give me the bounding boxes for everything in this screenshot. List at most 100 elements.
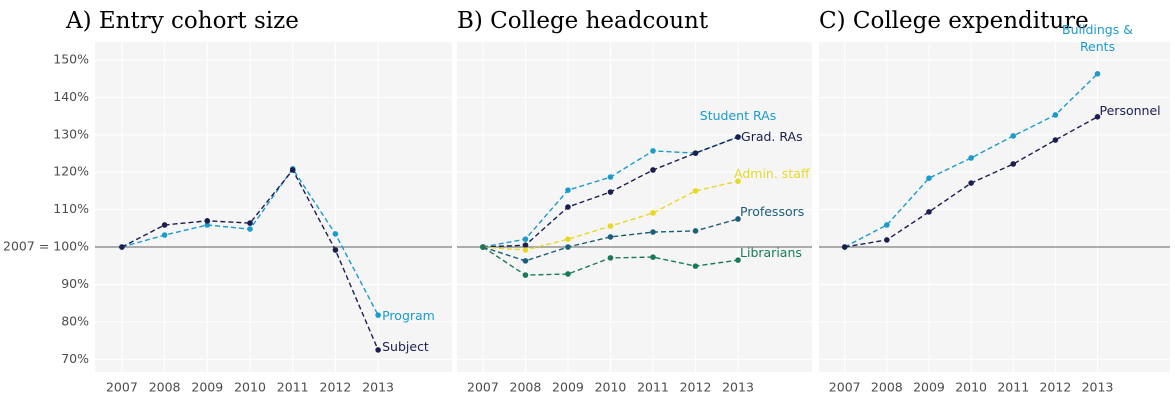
- data-point: [650, 148, 656, 154]
- series-label: Subject: [382, 338, 429, 354]
- x-tick-label: 2013: [722, 380, 754, 395]
- data-point: [565, 204, 571, 210]
- x-tick-label: 2011: [277, 380, 309, 395]
- series-label-box: Professors: [740, 203, 805, 219]
- y-tick-label: 120%: [53, 164, 89, 179]
- series-label: Professors: [740, 203, 805, 219]
- series-label-box: Librarians: [740, 245, 802, 261]
- data-point: [1094, 71, 1101, 77]
- data-point: [841, 244, 848, 250]
- y-tick-label: 110%: [53, 201, 89, 216]
- data-point: [375, 312, 381, 318]
- data-point: [650, 167, 656, 173]
- data-point: [926, 209, 932, 215]
- data-point: [522, 272, 529, 278]
- data-point: [1094, 114, 1101, 120]
- data-point: [607, 234, 614, 240]
- data-point: [607, 174, 614, 180]
- data-point: [692, 188, 699, 194]
- data-point: [161, 232, 168, 238]
- x-tick-label: 2011: [637, 380, 669, 395]
- x-tick-label: 2010: [595, 380, 627, 395]
- x-tick-label: 2007: [106, 380, 138, 395]
- series-label-box: Personnel: [1099, 102, 1161, 118]
- y-tick-label: 2007 = 100%: [3, 239, 89, 254]
- data-point: [650, 254, 656, 260]
- data-point: [332, 231, 339, 237]
- series-label-box: Subject: [382, 338, 429, 354]
- x-tick-label: 2009: [191, 380, 223, 395]
- data-point: [247, 220, 253, 226]
- x-tick-label: 2013: [1082, 380, 1114, 395]
- data-point: [119, 244, 125, 250]
- data-point: [650, 229, 656, 235]
- series-label: Student RAs: [699, 108, 777, 124]
- x-tick-label: 2009: [913, 380, 945, 395]
- data-point: [565, 244, 571, 250]
- data-point: [565, 271, 571, 277]
- data-point: [247, 226, 253, 232]
- x-tick-label: 2008: [871, 380, 903, 395]
- data-point: [607, 189, 614, 195]
- series-label: Personnel: [1099, 102, 1161, 118]
- data-point: [884, 222, 890, 228]
- data-point: [522, 247, 529, 253]
- data-point: [289, 167, 296, 173]
- data-point: [926, 175, 932, 181]
- y-tick-label: 80%: [61, 313, 89, 328]
- x-tick-label: 2007: [829, 380, 861, 395]
- data-point: [968, 155, 974, 161]
- series-label: Librarians: [740, 245, 802, 261]
- y-tick-label: 70%: [61, 351, 89, 366]
- data-point: [1010, 161, 1017, 167]
- x-tick-label: 2008: [510, 380, 542, 395]
- data-point: [522, 236, 529, 242]
- data-point: [1052, 112, 1059, 118]
- data-point: [522, 258, 529, 264]
- data-point: [375, 347, 381, 353]
- data-point: [565, 236, 571, 242]
- data-point: [1052, 137, 1059, 143]
- panel-title: B) College headcount: [457, 8, 709, 34]
- series-label: Grad. RAs: [741, 129, 803, 145]
- data-point: [735, 178, 741, 184]
- series-label: Program: [382, 308, 435, 324]
- data-point: [204, 222, 211, 228]
- series-label-box: Admin. staff: [734, 166, 810, 182]
- data-point: [968, 180, 974, 186]
- y-tick-label: 150%: [53, 51, 89, 66]
- y-tick-label: 90%: [61, 276, 89, 291]
- series-label-box: Program: [382, 308, 435, 324]
- x-tick-label: 2009: [552, 380, 584, 395]
- data-point: [522, 242, 529, 248]
- data-point: [204, 218, 211, 224]
- series-label-box: Student RAs: [699, 108, 777, 124]
- data-point: [332, 247, 339, 253]
- data-point: [692, 150, 699, 156]
- data-point: [607, 255, 614, 261]
- x-tick-label: 2012: [1039, 380, 1071, 395]
- x-tick-label: 2013: [362, 380, 394, 395]
- data-point: [692, 228, 699, 234]
- data-point: [480, 244, 486, 250]
- data-point: [735, 257, 741, 263]
- data-point: [692, 263, 699, 269]
- series-label: Admin. staff: [734, 166, 810, 182]
- series-label-box: Buildings & Rents: [1062, 21, 1133, 54]
- data-point: [650, 210, 656, 216]
- series-label: Buildings & Rents: [1062, 21, 1133, 54]
- x-tick-label: 2008: [149, 380, 181, 395]
- data-point: [565, 187, 571, 193]
- x-tick-label: 2012: [680, 380, 712, 395]
- panel-title: A) Entry cohort size: [65, 8, 299, 34]
- panel-title: C) College expenditure: [819, 8, 1089, 34]
- panel-background: [819, 42, 1170, 372]
- x-tick-label: 2011: [997, 380, 1029, 395]
- data-point: [161, 222, 168, 228]
- data-point: [607, 223, 614, 229]
- y-tick-label: 140%: [53, 89, 89, 104]
- data-point: [1010, 133, 1017, 139]
- x-tick-label: 2010: [955, 380, 987, 395]
- y-tick-label: 130%: [53, 126, 89, 141]
- data-point: [884, 237, 890, 243]
